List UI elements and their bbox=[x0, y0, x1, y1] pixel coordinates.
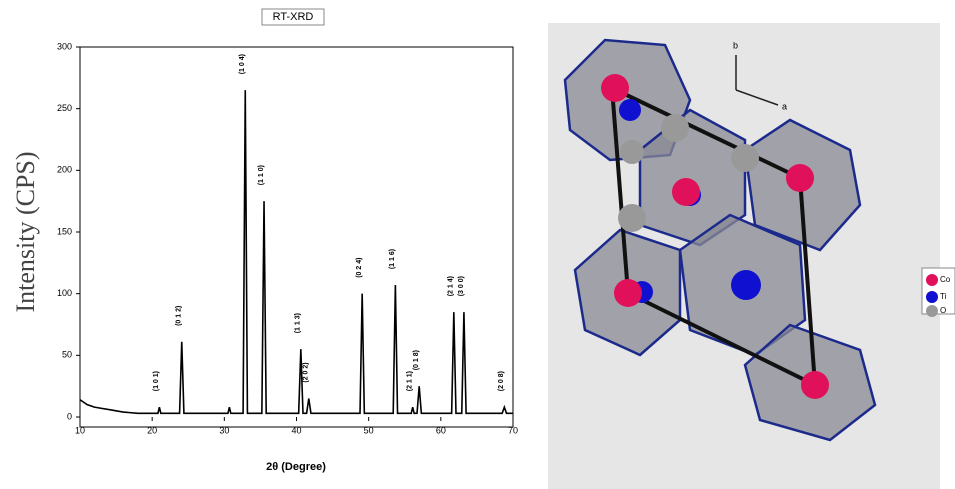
peak-label: (2 0 2) bbox=[303, 362, 310, 382]
legend-swatch bbox=[926, 305, 938, 317]
atom-co bbox=[601, 74, 629, 102]
peak-label: (2 1 4) bbox=[448, 276, 455, 296]
x-tick-label: 40 bbox=[291, 425, 301, 435]
peak-label: (1 1 3) bbox=[295, 313, 302, 333]
atom-o bbox=[661, 114, 689, 142]
y-tick-label: 100 bbox=[57, 288, 72, 298]
y-tick-label: 300 bbox=[57, 41, 72, 51]
peak-label: (1 1 0) bbox=[258, 165, 265, 185]
peak-label: (0 2 4) bbox=[356, 258, 363, 278]
x-tick-label: 20 bbox=[147, 425, 157, 435]
xrd-line bbox=[80, 90, 513, 413]
atom-o bbox=[620, 140, 644, 164]
axis-a-label: a bbox=[782, 101, 787, 111]
y-tick-label: 200 bbox=[57, 165, 72, 175]
atom-ti bbox=[619, 99, 641, 121]
structure: b a Co Ti O bbox=[548, 23, 955, 489]
atom-co bbox=[672, 178, 700, 206]
peak-label: (0 1 2) bbox=[176, 306, 183, 326]
atom-ti bbox=[731, 270, 761, 300]
atom-co bbox=[801, 371, 829, 399]
peak-label: (2 1 1) bbox=[407, 371, 414, 391]
legend-label: O bbox=[940, 306, 946, 315]
legend-swatch bbox=[926, 274, 938, 286]
plot-frame bbox=[80, 47, 513, 427]
x-tick-label: 50 bbox=[364, 425, 374, 435]
x-axis-label: 2θ (Degree) bbox=[266, 461, 326, 473]
legend-label: Co bbox=[940, 275, 951, 284]
y-axis-label: Intensity (CPS) bbox=[11, 151, 40, 312]
peak-label: (1 0 1) bbox=[153, 371, 160, 391]
peak-label: (1 0 4) bbox=[239, 54, 246, 74]
atom-co bbox=[786, 164, 814, 192]
y-tick-label: 50 bbox=[62, 350, 72, 360]
chart: RT-XRD 2θ (Degree) Intensity (CPS) bbox=[0, 0, 955, 489]
chart-title: RT-XRD bbox=[273, 11, 314, 23]
x-tick-label: 60 bbox=[436, 425, 446, 435]
x-tick-label: 30 bbox=[219, 425, 229, 435]
atom-co bbox=[614, 279, 642, 307]
atom-o bbox=[731, 144, 759, 172]
axis-b-label: b bbox=[733, 40, 738, 50]
x-tick-label: 10 bbox=[75, 425, 85, 435]
peak-label: (1 1 6) bbox=[389, 249, 396, 269]
peak-label: (2 0 8) bbox=[498, 371, 505, 391]
page: RT-XRD 2θ (Degree) Intensity (CPS) bbox=[0, 0, 955, 489]
y-tick-label: 0 bbox=[67, 411, 72, 421]
peak-label: (3 0 0) bbox=[458, 276, 465, 296]
legend-label: Ti bbox=[940, 292, 947, 301]
legend-swatch bbox=[926, 291, 938, 303]
y-tick-label: 150 bbox=[57, 226, 72, 236]
y-tick-label: 250 bbox=[57, 103, 72, 113]
atom-o bbox=[618, 204, 646, 232]
peak-label: (0 1 8) bbox=[413, 350, 420, 370]
x-tick-label: 70 bbox=[508, 425, 518, 435]
